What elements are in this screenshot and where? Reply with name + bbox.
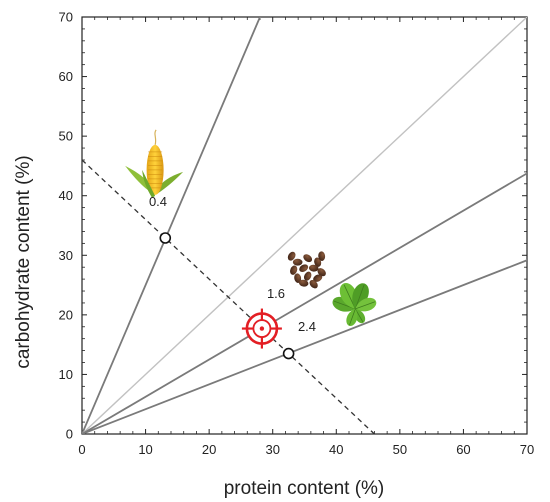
seed — [313, 274, 323, 282]
seed — [287, 251, 296, 261]
leaves-icon — [332, 283, 377, 326]
seed — [318, 251, 326, 261]
seed — [294, 273, 302, 283]
seed — [290, 265, 298, 275]
y-tick-label: 60 — [59, 69, 73, 84]
target-center — [259, 326, 265, 331]
leaf-vein — [355, 301, 376, 310]
x-axis-label: protein content (%) — [224, 478, 385, 499]
seed — [314, 257, 322, 267]
y-tick-label: 30 — [59, 248, 73, 263]
ratio-label: 2.4 — [298, 319, 316, 334]
corn-icon — [125, 129, 184, 198]
y-tick-label: 70 — [59, 10, 73, 25]
mixing-line-path — [81, 159, 375, 435]
seed — [309, 279, 318, 289]
ratio-line — [82, 259, 527, 434]
ratio-label: 1.6 — [267, 286, 285, 301]
y-tick-label: 20 — [59, 307, 73, 322]
corn-husk-left — [125, 165, 154, 194]
seed — [292, 258, 303, 266]
mixing-line — [81, 159, 375, 435]
seed — [299, 264, 309, 273]
y-tick-label: 0 — [66, 427, 73, 442]
ratio-labels: 0.4 1.6 2.4 — [149, 194, 316, 334]
ratio-line — [82, 172, 527, 434]
ratio-line — [82, 17, 527, 434]
food-icons — [125, 129, 377, 326]
seed — [303, 254, 313, 263]
y-tick-label: 50 — [59, 129, 73, 144]
seed — [303, 271, 312, 281]
y-tick-label: 10 — [59, 367, 73, 382]
target-inner-ring — [252, 319, 272, 338]
ratio-lines — [82, 17, 527, 434]
corn-leaf — [142, 169, 156, 198]
x-tick-label: 70 — [520, 442, 534, 457]
seeds-icon — [287, 251, 326, 289]
seed — [317, 268, 326, 277]
x-tick-label: 60 — [456, 442, 470, 457]
leaflet — [355, 297, 377, 312]
plot-area — [81, 16, 528, 435]
seed — [298, 279, 309, 287]
x-tick-label: 0 — [78, 442, 85, 457]
target-icon — [241, 308, 282, 349]
seed — [308, 264, 319, 272]
plot-frame — [81, 16, 528, 435]
ratio-line — [82, 17, 261, 434]
x-tick-label: 40 — [329, 442, 343, 457]
leaf-vein — [355, 308, 364, 323]
leaf-vein — [354, 284, 365, 310]
corn-husk-right — [157, 171, 184, 194]
y-axis-label: carbohydrate content (%) — [13, 155, 34, 368]
leaf-vein — [349, 308, 356, 326]
ratio-label: 0.4 — [149, 194, 167, 209]
corn-silk — [154, 129, 157, 146]
intersection-point — [159, 232, 172, 244]
x-tick-label: 10 — [138, 442, 152, 457]
y-tick-label: 40 — [59, 188, 73, 203]
intersection-point — [282, 347, 295, 360]
x-tick-label: 30 — [265, 442, 279, 457]
x-tick-label: 20 — [202, 442, 216, 457]
intersection-points — [159, 232, 295, 360]
x-tick-label: 50 — [393, 442, 407, 457]
axis-ticks: 0 10 20 30 40 50 60 70 0 10 20 30 40 50 60 70 — [59, 10, 535, 458]
